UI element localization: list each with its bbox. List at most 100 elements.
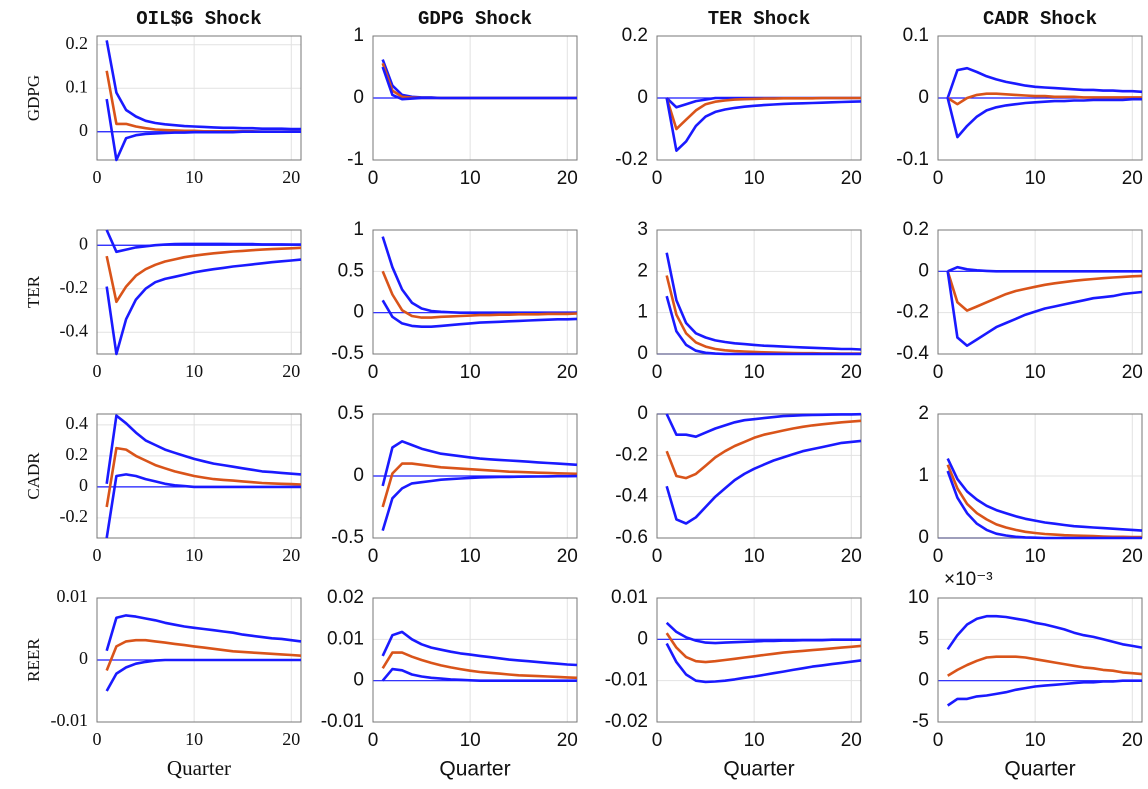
x-tick-label: 10	[1025, 730, 1046, 751]
series-line	[105, 40, 301, 131]
y-tick-label: 0.1	[903, 25, 929, 46]
axes-frame	[372, 229, 578, 355]
y-tick-label: 0	[353, 670, 364, 691]
y-tick-label: 0	[918, 87, 929, 108]
subplot: 0 10 20 0 1 2	[918, 403, 1142, 567]
y-tick-label: 0	[637, 343, 648, 364]
x-tick-label: 10	[460, 362, 481, 383]
y-tick-label: 1	[353, 25, 364, 46]
series-line	[665, 632, 862, 664]
x-tick-label: 0	[368, 168, 379, 189]
x-tick-label: 0	[93, 361, 102, 381]
series-line	[381, 270, 578, 319]
y-tick-label: -0.02	[605, 711, 648, 732]
plot-area	[657, 598, 861, 722]
x-tick-label: 0	[933, 168, 944, 189]
series-line	[946, 92, 1142, 106]
x-tick-label: 20	[841, 546, 862, 567]
y-tick-label: -0.4	[615, 486, 648, 507]
plot-area	[938, 230, 1142, 354]
series-line	[665, 96, 861, 131]
y-tick-label: -0.4	[896, 343, 929, 364]
x-tick-label: 10	[1025, 362, 1046, 383]
x-tick-label: 0	[368, 362, 379, 383]
axes-frame	[937, 597, 1143, 723]
subplot: 0 10 20 0 0.1 0.2 OIL$G Shock GDPG	[24, 8, 302, 187]
y-tick-label: -0.5	[331, 343, 364, 364]
y-tick-label: -0.1	[896, 149, 929, 170]
series-line	[665, 412, 862, 439]
y-tick-label: 0.4	[66, 413, 89, 433]
y-tick-label: -0.2	[60, 277, 89, 297]
y-axis-label: REER	[24, 638, 43, 682]
y-tick-label: 0	[918, 260, 929, 281]
x-tick-label: 10	[185, 545, 203, 565]
axis-multiplier: ×10⁻³	[944, 569, 993, 590]
plot-area	[97, 230, 301, 354]
x-tick-label: 10	[1025, 168, 1046, 189]
subplot-title: CADR Shock	[983, 8, 1097, 30]
axes-frame	[372, 413, 578, 539]
y-tick-label: -0.01	[321, 711, 364, 732]
y-tick-label: 0.2	[66, 444, 89, 464]
series-line	[105, 638, 302, 671]
series-line	[946, 458, 1143, 532]
series-line	[946, 470, 1142, 540]
y-tick-label: -0.5	[331, 527, 364, 548]
y-tick-label: -0.2	[615, 444, 648, 465]
series-line	[665, 97, 862, 152]
axes-frame	[96, 35, 302, 161]
series-line	[381, 66, 577, 101]
series-line	[105, 98, 301, 162]
y-tick-label: 0	[353, 87, 364, 108]
y-tick-label: 2	[637, 260, 648, 281]
series-line	[946, 66, 1143, 99]
x-tick-label: 20	[841, 730, 862, 751]
series-line	[665, 419, 862, 480]
x-tick-label: 10	[460, 546, 481, 567]
y-tick-label: 0	[637, 403, 648, 424]
y-tick-label: -0.01	[51, 710, 89, 730]
x-tick-label: 0	[93, 545, 102, 565]
y-tick-label: -0.2	[60, 506, 89, 526]
y-tick-label: 0.1	[66, 76, 89, 96]
x-tick-label: 0	[933, 546, 944, 567]
series-line	[105, 473, 301, 539]
y-tick-label: 0.01	[57, 586, 89, 606]
x-tick-label: 0	[93, 729, 102, 749]
series-line	[105, 258, 302, 356]
plot-area	[97, 36, 301, 160]
series-line	[946, 679, 1142, 707]
series-line	[665, 621, 861, 645]
y-tick-label: 0.5	[338, 403, 364, 424]
x-tick-label: 10	[460, 168, 481, 189]
plot-area	[657, 414, 861, 538]
x-tick-label: 10	[744, 546, 765, 567]
y-tick-label: 1	[353, 219, 364, 240]
y-tick-label: 0	[918, 670, 929, 691]
x-tick-label: 20	[282, 545, 300, 565]
x-tick-label: 20	[1122, 362, 1143, 383]
x-tick-label: 10	[744, 730, 765, 751]
y-tick-label: 0.5	[338, 260, 364, 281]
subplot-title: GDPG Shock	[418, 8, 532, 30]
series-line	[946, 270, 1143, 312]
x-tick-label: 10	[185, 167, 203, 187]
y-tick-label: 5	[918, 628, 929, 649]
y-tick-label: -0.2	[896, 302, 929, 323]
series-line	[381, 299, 578, 329]
series-line	[105, 614, 302, 652]
x-tick-label: 20	[282, 167, 300, 187]
series-line	[381, 439, 578, 487]
y-tick-label: 0	[637, 628, 648, 649]
x-tick-label: 20	[282, 361, 300, 381]
x-tick-label: 0	[933, 362, 944, 383]
plot-area	[373, 230, 577, 354]
x-tick-label: 20	[557, 362, 578, 383]
